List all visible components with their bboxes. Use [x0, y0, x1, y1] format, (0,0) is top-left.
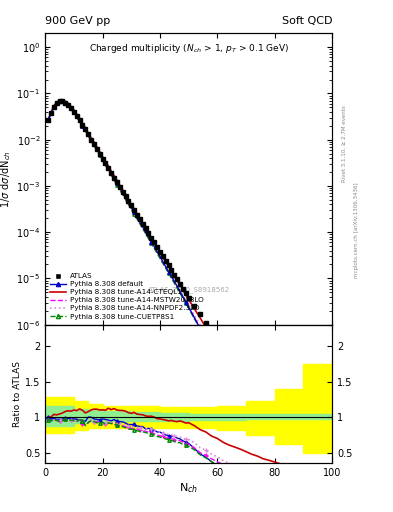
ATLAS — [74, 113, 79, 119]
ATLAS — [57, 98, 62, 104]
Text: 900 GeV pp: 900 GeV pp — [45, 15, 110, 26]
ATLAS — [244, 375, 248, 381]
X-axis label: N$_{ch}$: N$_{ch}$ — [179, 481, 198, 495]
Y-axis label: Ratio to ATLAS: Ratio to ATLAS — [13, 361, 22, 427]
Text: Rivet 3.1.10, ≥ 2.7M events: Rivet 3.1.10, ≥ 2.7M events — [342, 105, 347, 182]
ATLAS — [94, 146, 99, 152]
ATLAS — [250, 383, 254, 390]
Legend: ATLAS, Pythia 8.308 default, Pythia 8.308 tune-A14-CTEQL1, Pythia 8.308 tune-A14: ATLAS, Pythia 8.308 default, Pythia 8.30… — [49, 271, 205, 321]
Line: ATLAS: ATLAS — [46, 99, 305, 460]
Text: Charged multiplicity ($N_{ch}$ > 1, $p_T$ > 0.1 GeV): Charged multiplicity ($N_{ch}$ > 1, $p_T… — [88, 42, 289, 55]
Text: ATLAS_2010_S8918562: ATLAS_2010_S8918562 — [148, 286, 230, 293]
ATLAS — [158, 248, 162, 254]
ATLAS — [46, 117, 50, 123]
Text: mcplots.cern.ch [arXiv:1306.3436]: mcplots.cern.ch [arXiv:1306.3436] — [354, 183, 359, 278]
Y-axis label: 1/$\sigma$ d$\sigma$/dN$_{ch}$: 1/$\sigma$ d$\sigma$/dN$_{ch}$ — [0, 150, 13, 208]
ATLAS — [301, 455, 306, 461]
Text: Soft QCD: Soft QCD — [282, 15, 332, 26]
ATLAS — [109, 170, 114, 176]
